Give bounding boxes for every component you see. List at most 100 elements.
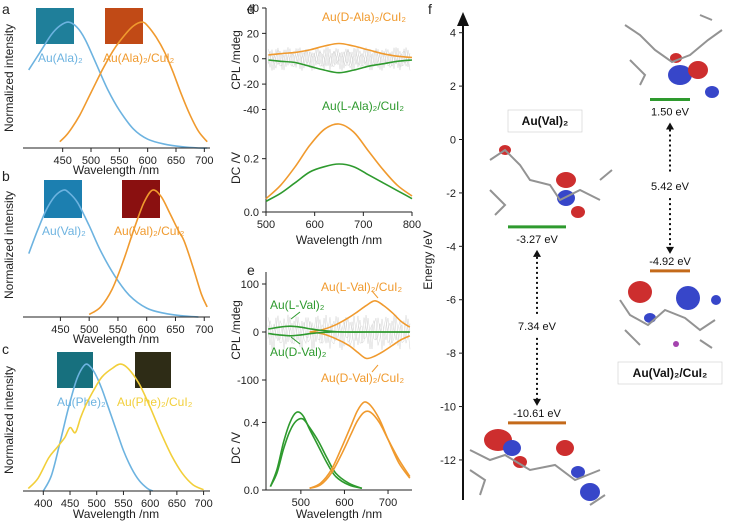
panel-c-xtick-label: 700 [194, 498, 212, 510]
panel-b-xlabel: Wavelength /nm [73, 332, 159, 346]
panel-c-xtick-label: 650 [168, 498, 186, 510]
panel-e-series-0-line [309, 299, 411, 333]
panel-c-series-1-line [27, 363, 204, 491]
panel-e-series-3-line [268, 331, 410, 337]
panel-a-xlabel: Wavelength /nm [73, 163, 159, 177]
gap-arrowhead-up [666, 122, 674, 130]
panel-d-xtick-label: 600 [305, 219, 323, 231]
energy-level-label: -4.92 eV [649, 256, 691, 268]
panel-d-cpl-ytick-label: 40 [247, 3, 259, 15]
panel-letter-f: f [428, 1, 432, 17]
panel-b-xtick-label: 450 [51, 324, 69, 336]
panel-d-series-3-line [265, 163, 413, 203]
au-ala-cui-photo [105, 8, 143, 44]
molecule-au-val-homo [469, 429, 606, 506]
panel-f-ytick-label: 4 [450, 28, 456, 40]
molecule-au-val-cui-lumo [624, 14, 723, 98]
panel-letter-d: d [247, 1, 255, 17]
compound-label-box-au-val-cui [617, 361, 723, 385]
panel-c-xtick-label: 400 [34, 498, 52, 510]
panel-e-arrow-l-val-cui [371, 290, 379, 299]
panel-e-noise-trace [267, 314, 411, 350]
panel-e-xtick-label: 600 [335, 497, 353, 509]
panel-d-dc-ylabel: DC /V [229, 152, 243, 184]
panel-c-series-0-line [42, 363, 154, 492]
au-ala-photo [36, 8, 74, 44]
panel-b: b Normalized intensity Au(Val)₂ Au(Val)₂… [2, 168, 213, 346]
panel-letter-b: b [2, 168, 10, 184]
panel-f-axis-arrowhead [457, 12, 469, 26]
panel-a-series-1-line [59, 21, 208, 143]
panel-c-xlabel: Wavelength /nm [73, 507, 159, 521]
panel-f-ytick-label: -12 [440, 455, 456, 467]
panel-f-ylabel: Energy /eV [421, 230, 435, 289]
panel-e-label-l-val-cui: Au(L-Val)₂/CuI₂ [321, 280, 402, 294]
panel-e-cpl-ytick-label: 100 [241, 279, 259, 291]
panel-f-ytick-label: -2 [446, 188, 456, 200]
panel-d-cpl-ytick-label: -20 [243, 79, 259, 91]
panel-f-ytick-label: -4 [446, 241, 456, 253]
panel-e-label-l-val: Au(L-Val)₂ [270, 298, 325, 312]
panel-d-series-2-line [265, 123, 413, 200]
panel-d-xtick-label: 500 [257, 219, 275, 231]
panel-d-noise-trace [267, 47, 411, 71]
panel-c-legend-blue: Au(Phe)₂ [57, 395, 106, 409]
panel-e-series-7-line [309, 410, 411, 490]
panel-b-xtick-label: 700 [195, 324, 213, 336]
panel-e-cpl-ytick-label: -100 [237, 375, 259, 387]
energy-level-label: 1.50 eV [651, 106, 690, 118]
panel-e-series-6-line [309, 401, 411, 490]
panel-d-cpl-ylabel: CPL /mdeg [229, 30, 243, 90]
panel-e-arrow-d-val-cui [371, 364, 379, 373]
panel-b-legend-orange: Au(Val)₂/CuI₂ [114, 224, 185, 238]
panel-a-xtick-label: 500 [82, 155, 100, 167]
panel-b-ylabel: Normalized intensity [2, 191, 16, 299]
panel-b-xtick-label: 500 [80, 324, 98, 336]
energy-level-label: -3.27 eV [516, 234, 558, 246]
panel-e-series-4-line [269, 411, 363, 490]
panel-b-xtick-label: 600 [138, 324, 156, 336]
panel-a-xtick-label: 450 [53, 155, 71, 167]
panel-c-xtick-label: 550 [114, 498, 132, 510]
au-phe-cui-photo [135, 352, 171, 388]
compound-label-au-val-cui: Au(Val)₂/CuI₂ [633, 366, 708, 380]
panel-e-xtick-label: 700 [379, 497, 397, 509]
panel-e-dc-ytick-label: 0.0 [244, 485, 259, 497]
panel-b-series-1-line [88, 189, 208, 316]
panel-c-xtick-label: 450 [61, 498, 79, 510]
panel-d: d CPL /mdeg DC /V 500 600 700 800 40 20 0 -20 -4… [229, 1, 421, 247]
panel-a-legend-blue: Au(Ala)₂ [38, 51, 83, 65]
panel-letter-e: e [247, 262, 255, 278]
energy-level-label: -10.61 eV [513, 408, 561, 420]
panel-e-label-d-val-cui: Au(D-Val)₂/CuI₂ [321, 371, 404, 385]
panel-c-xtick-label: 500 [88, 498, 106, 510]
panel-f-ytick-label: -6 [446, 295, 456, 307]
panel-e-label-d-val: Au(D-Val)₂ [270, 345, 327, 359]
panel-e-cpl-ylabel: CPL /mdeg [229, 300, 243, 360]
gap-arrowhead-up [533, 249, 541, 257]
panel-e-arrow-l-val [290, 311, 301, 320]
compound-label-au-val: Au(Val)₂ [522, 114, 569, 128]
panel-f: f Energy /eV 4 2 0 -2 -4 -6 -8 -10 -12 [421, 1, 723, 506]
panel-c-ylabel: Normalized intensity [2, 366, 16, 474]
gap-arrowhead-down [666, 246, 674, 254]
panel-f-ytick-label: -10 [440, 402, 456, 414]
panel-d-dc-ytick-label: 0.0 [244, 207, 259, 219]
panel-e-series-1-line [309, 331, 411, 360]
panel-c: c Normalized intensity Au(Phe)₂ Au(Phe)₂… [2, 341, 213, 521]
panel-f-ytick-label: -8 [446, 348, 456, 360]
panel-a: a Normalized intensity Au(Ala)₂ Au(Ala)₂… [2, 1, 214, 177]
panel-letter-c: c [2, 341, 9, 357]
gap-label: 7.34 eV [518, 321, 557, 333]
panel-e-xlabel: Wavelength /nm [296, 507, 382, 521]
panel-d-xlabel: Wavelength /nm [296, 233, 382, 247]
panel-d-cpl-ytick-label: 0 [253, 54, 259, 66]
panel-d-series-1-line [268, 59, 413, 74]
panel-d-xtick-label: 800 [403, 219, 421, 231]
panel-e-noise-trace [267, 314, 411, 351]
panel-e: e CPL /mdeg DC /V 500 600 700 100 0 -100 0.4 0.… [229, 262, 412, 521]
panel-e-xtick-label: 500 [292, 497, 310, 509]
panel-b-legend-blue: Au(Val)₂ [42, 224, 86, 238]
panel-e-arrow-d-val [290, 336, 301, 345]
panel-e-cpl-ytick-label: 0 [253, 327, 259, 339]
